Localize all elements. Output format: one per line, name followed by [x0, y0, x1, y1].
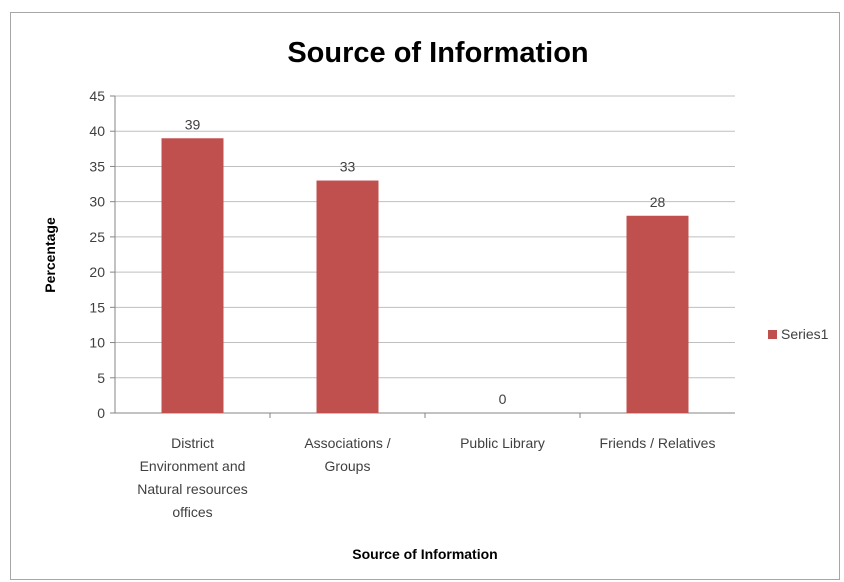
y-tick-label: 25 [89, 229, 105, 245]
y-axis-title: Percentage [42, 217, 58, 293]
x-category-label: Natural resources [137, 481, 248, 497]
y-axis-ticks: 0 5 10 15 20 25 30 35 40 45 [89, 88, 105, 421]
x-category-label: offices [172, 504, 212, 520]
data-label: 39 [185, 116, 201, 132]
legend-swatch-series1 [768, 330, 777, 339]
y-tick-label: 30 [89, 194, 105, 210]
x-category-label: Groups [325, 458, 371, 474]
legend: Series1 [768, 326, 829, 342]
y-tick-label: 45 [89, 88, 105, 104]
y-tick-label: 10 [89, 335, 105, 351]
data-labels: 39 33 0 28 [185, 116, 666, 407]
chart-area [10, 12, 840, 580]
y-tick-label: 35 [89, 158, 105, 174]
y-tick-label: 15 [89, 299, 105, 315]
x-category-label: Public Library [460, 435, 545, 451]
y-tick-label: 20 [89, 264, 105, 280]
chart-title: Source of Information [287, 37, 588, 69]
x-axis-title: Source of Information [352, 546, 497, 562]
legend-label-series1: Series1 [781, 326, 829, 342]
data-label: 28 [650, 194, 666, 210]
y-tick-label: 5 [97, 370, 105, 386]
x-category-label: Associations / [304, 435, 390, 451]
x-axis-categories: District Environment and Natural resources… [137, 435, 715, 520]
bar [316, 180, 379, 413]
y-tick-label: 40 [89, 123, 105, 139]
x-category-label: Environment and [140, 458, 246, 474]
bar [161, 138, 224, 413]
x-category-label: District [171, 435, 214, 451]
bars [161, 138, 689, 413]
y-tick-label: 0 [97, 405, 105, 421]
bar [626, 215, 689, 413]
x-category-label: Friends / Relatives [600, 435, 716, 451]
data-label: 33 [340, 159, 356, 175]
data-label: 0 [499, 391, 507, 407]
